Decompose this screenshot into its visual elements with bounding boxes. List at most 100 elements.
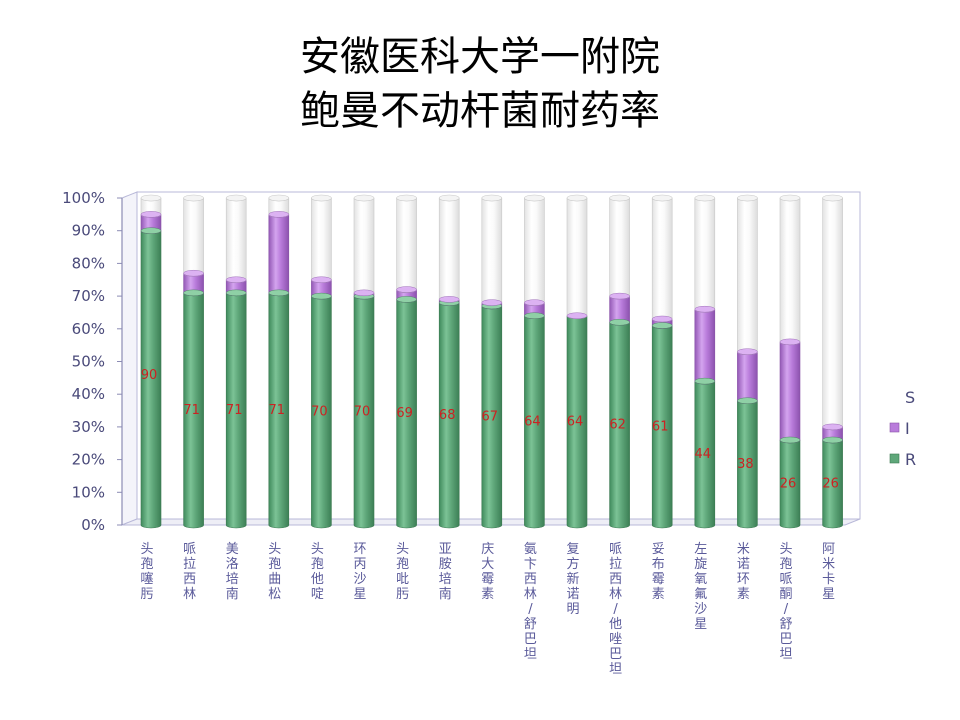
- y-tick-label: 70%: [72, 287, 105, 305]
- bar-segment-i: [737, 351, 758, 405]
- bar-stack: [737, 194, 758, 529]
- x-label-char: 庆: [481, 542, 494, 557]
- x-label-char: 明: [566, 602, 579, 617]
- x-label-char: 沙: [694, 602, 707, 617]
- bar-top-cap: [651, 194, 673, 202]
- x-label-char: 哌: [609, 541, 622, 557]
- bar-top-cap: [694, 194, 716, 202]
- data-label: 44: [695, 447, 712, 462]
- x-category-label: 哌拉西林: [183, 541, 196, 602]
- bar-stack: [694, 194, 716, 529]
- bar-top-cap: [183, 194, 204, 202]
- bar-segment-i: [779, 341, 801, 444]
- x-label-char: 南: [226, 586, 239, 602]
- side-wall: [121, 191, 138, 526]
- segment-cap: [396, 296, 417, 303]
- x-label-char: 巴: [524, 632, 537, 647]
- y-tick-label: 10%: [72, 483, 105, 501]
- x-label-char: 坦: [524, 647, 537, 662]
- x-category-label: 米诺环素: [737, 542, 750, 602]
- x-category-label: 环丙沙星: [353, 542, 366, 602]
- x-label-char: 巴: [609, 647, 622, 662]
- segment-cap: [311, 276, 332, 283]
- segment-cap: [311, 292, 332, 300]
- legend-label-s: S: [905, 388, 915, 407]
- segment-cap: [652, 315, 673, 323]
- data-label: 70: [311, 405, 328, 420]
- x-label-char: 头: [396, 542, 409, 557]
- bar-segment-s: [609, 197, 630, 300]
- bar-segment-s: [651, 197, 673, 323]
- bar-stack: [651, 194, 673, 529]
- x-category-label: 头孢吡肟: [396, 542, 409, 602]
- x-label-char: 米: [737, 542, 750, 557]
- y-tick-label: 0%: [81, 516, 105, 534]
- x-label-char: 肟: [140, 587, 153, 602]
- bar-segment-i: [268, 214, 290, 297]
- x-axis: 头孢噻肟哌拉西林美洛培南头孢曲松头孢他啶环丙沙星头孢吡肟亚胺培南庆大霉素氨卞西林…: [140, 541, 835, 677]
- data-label: 67: [482, 409, 499, 424]
- segment-cap: [140, 227, 162, 234]
- x-label-char: 氟: [694, 587, 707, 602]
- x-label-char: 布: [652, 557, 665, 572]
- x-label-char: 培: [439, 571, 452, 587]
- segment-cap: [140, 211, 162, 218]
- segment-cap: [481, 299, 502, 306]
- bar-segment-i: [694, 309, 716, 385]
- data-label: 70: [354, 405, 371, 420]
- x-label-char: 复: [566, 542, 579, 557]
- x-label-char: 米: [822, 557, 835, 572]
- y-tick-label: 90%: [72, 222, 105, 240]
- y-tick-label: 30%: [72, 418, 105, 436]
- legend-label-r: R: [905, 450, 916, 469]
- x-label-char: 霉: [652, 572, 665, 587]
- bars: [140, 194, 843, 529]
- x-label-char: 他: [609, 617, 622, 632]
- bar-top-cap: [779, 194, 801, 202]
- data-label: 71: [269, 403, 286, 418]
- bar-segment-s: [737, 197, 758, 355]
- x-label-char: 孢: [779, 557, 792, 572]
- x-label-char: 他: [311, 572, 324, 587]
- x-label-char: 美: [226, 542, 239, 557]
- bar-segment-s: [396, 197, 417, 293]
- segment-cap: [183, 289, 204, 297]
- bar-segment-s: [694, 197, 716, 313]
- y-tick-label: 40%: [72, 385, 105, 403]
- bar-top-cap: [353, 194, 375, 202]
- data-label: 26: [822, 476, 839, 491]
- x-label-char: 啶: [311, 587, 324, 602]
- bar-stack: [140, 194, 162, 529]
- x-label-char: /: [528, 602, 533, 617]
- bar-top-cap: [524, 194, 545, 202]
- x-label-char: 丙: [353, 557, 366, 572]
- title-line-1: 安徽医科大学一附院: [300, 34, 660, 80]
- x-category-label: 头孢噻肟: [140, 542, 153, 602]
- x-label-char: 拉: [609, 557, 622, 572]
- segment-cap: [353, 289, 375, 297]
- data-label: 38: [737, 457, 754, 472]
- bar-top-cap: [140, 194, 162, 202]
- x-label-char: 头: [311, 542, 324, 557]
- y-axis: 0% 10% 20% 30% 40% 50% 60% 70% 80% 90% 100%: [62, 189, 123, 534]
- x-category-label: 哌拉西林/他唑巴坦: [609, 541, 622, 677]
- segment-cap: [694, 305, 715, 313]
- segment-cap: [609, 292, 630, 300]
- bar-segment-s: [183, 197, 204, 277]
- legend-label-i: I: [905, 419, 910, 438]
- bar-segment-s: [438, 197, 460, 303]
- y-tick-label: 50%: [72, 353, 105, 371]
- bar-top-cap: [396, 194, 417, 202]
- x-label-char: 卞: [524, 557, 537, 572]
- x-label-char: 巴: [779, 632, 792, 647]
- bar-top-cap: [566, 194, 588, 202]
- bar-segment-s: [225, 197, 247, 284]
- bar-segment-s: [566, 197, 588, 320]
- segment-cap: [524, 312, 545, 319]
- x-label-char: 诺: [566, 587, 579, 602]
- y-tick-label: 60%: [72, 320, 105, 338]
- bar-segment-s: [524, 197, 545, 306]
- bar-stack: [225, 194, 247, 529]
- data-labels: 90 71 71 71 70 70 69 68 67 64 64 62 61 44 38 26 26: [141, 368, 839, 492]
